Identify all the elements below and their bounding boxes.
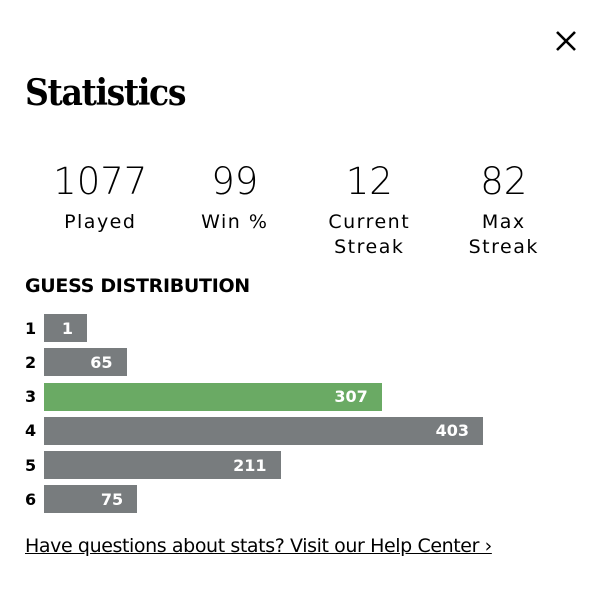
guess-number: 5: [25, 455, 37, 475]
distribution-row: 4 403: [25, 416, 585, 445]
guess-number: 6: [25, 489, 37, 509]
stat: 1077 Played: [33, 160, 168, 260]
bar: 403: [44, 416, 483, 445]
bar: 65: [44, 348, 127, 377]
stats: 1077 Played 99 Win % 12 Current Streak 82 Max S…: [33, 160, 571, 260]
distribution-row: 2 65: [25, 348, 585, 377]
guess-number: 4: [25, 421, 37, 441]
bar: 75: [44, 485, 138, 514]
bar-value: 307: [334, 387, 368, 407]
stat-label: Played: [64, 211, 137, 233]
stat: 82 Max Streak: [437, 160, 572, 260]
stat: 12 Current Streak: [302, 160, 437, 260]
stat-value: 82: [480, 160, 528, 203]
bar-value: 403: [435, 421, 469, 441]
guess-number: 2: [25, 352, 37, 372]
guess-distribution: 1 1 2 65 3 307 4 403 5 211 6 75: [25, 314, 585, 520]
bar-value: 75: [100, 489, 124, 509]
title: Statistics: [25, 72, 186, 114]
stat: 99 Win %: [168, 160, 303, 260]
stat-value: 12: [345, 160, 393, 203]
bar: 1: [44, 314, 87, 342]
distribution-row: 3 307: [25, 382, 585, 411]
stat-label: Max Streak: [468, 211, 539, 258]
stat-value: 1077: [53, 160, 148, 203]
distribution-row: 5 211: [25, 451, 585, 480]
stat-label: Win %: [201, 211, 269, 233]
bar: 211: [44, 451, 281, 480]
guess-number: 1: [25, 318, 37, 338]
distribution-row: 6 75: [25, 485, 585, 514]
section-title: GUESS DISTRIBUTION: [25, 275, 250, 297]
bar-value: 211: [233, 455, 267, 475]
help-link[interactable]: Have questions about stats? Visit our He…: [25, 535, 492, 557]
close-button[interactable]: [553, 28, 579, 54]
guess-number: 3: [25, 387, 37, 407]
bar: 307: [44, 382, 382, 411]
bar-value: 65: [90, 352, 113, 372]
stat-label: Current Streak: [328, 211, 411, 258]
bar-value: 1: [61, 318, 73, 338]
stat-value: 99: [211, 160, 259, 203]
